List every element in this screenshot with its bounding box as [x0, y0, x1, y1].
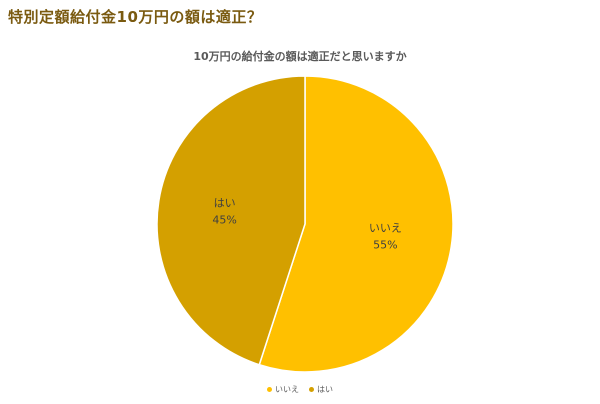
- slice-value-0: 55%: [373, 239, 397, 252]
- pie-chart: いいえ 55% はい 45%: [156, 75, 454, 373]
- slice-label-1: はい: [214, 196, 236, 209]
- pie-slice-1: [156, 75, 306, 366]
- legend-label-iie: いいえ: [275, 385, 299, 394]
- chart-title: 10万円の給付金の額は適正だと思いますか: [193, 50, 407, 63]
- slice-value-1: 45%: [212, 213, 236, 226]
- legend-item-iie: いいえ: [267, 384, 299, 395]
- page-heading: 特別定額給付金10万円の額は適正？: [8, 8, 263, 26]
- slice-label-0: いいえ: [369, 222, 402, 235]
- chart-legend: いいえ はい: [8, 384, 592, 395]
- legend-label-hai: はい: [317, 385, 333, 394]
- chart-frame: 10万円の給付金の額は適正だと思いますか いいえ 55% はい 45% いいえ はい: [8, 34, 592, 400]
- pie-slice-0: [258, 75, 454, 373]
- legend-swatch-iie: [267, 387, 272, 392]
- legend-swatch-hai: [309, 387, 314, 392]
- legend-item-hai: はい: [309, 384, 333, 395]
